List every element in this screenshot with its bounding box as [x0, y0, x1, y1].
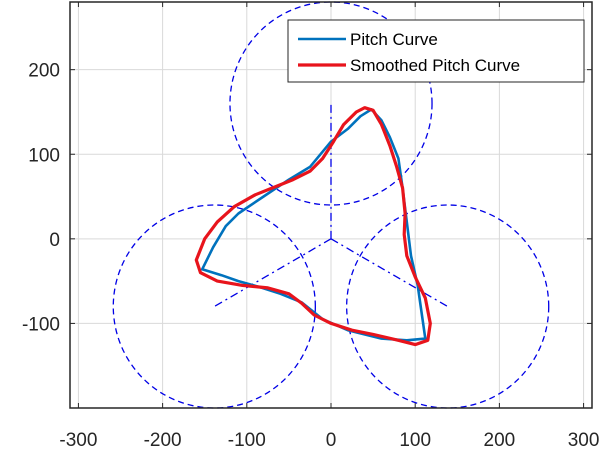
x-tick-label: 300 — [568, 430, 600, 451]
legend-box — [287, 19, 585, 83]
legend: Pitch Curve Smoothed Pitch Curve — [287, 19, 585, 83]
series-line-1 — [200, 108, 427, 342]
y-tick-label: 200 — [28, 61, 60, 82]
y-tick-label: 100 — [28, 145, 60, 166]
legend-label-2: Smoothed Pitch Curve — [350, 56, 520, 75]
x-tick-label: -100 — [228, 430, 266, 451]
x-tick-label: 100 — [399, 430, 431, 451]
x-tick-label: 200 — [484, 430, 516, 451]
y-tick-label: -100 — [22, 314, 60, 335]
x-tick-label: 0 — [326, 430, 337, 451]
series-line-2 — [194, 106, 432, 347]
construction-circle-3 — [346, 204, 550, 409]
construction-line-2 — [213, 238, 332, 308]
construction-line-3 — [330, 238, 449, 308]
legend-label-1: Pitch Curve — [350, 30, 438, 49]
construction-circle-1 — [229, 1, 433, 206]
construction-geometry — [112, 1, 550, 409]
axis-ticks: -300 -200 -100 0 100 200 300 -100 0 100 200 — [22, 2, 599, 451]
x-tick-label: -200 — [144, 430, 182, 451]
series-lines — [194, 106, 432, 347]
y-tick-label: 0 — [49, 230, 60, 251]
x-tick-label: -300 — [59, 430, 97, 451]
construction-circle-2 — [112, 204, 316, 409]
